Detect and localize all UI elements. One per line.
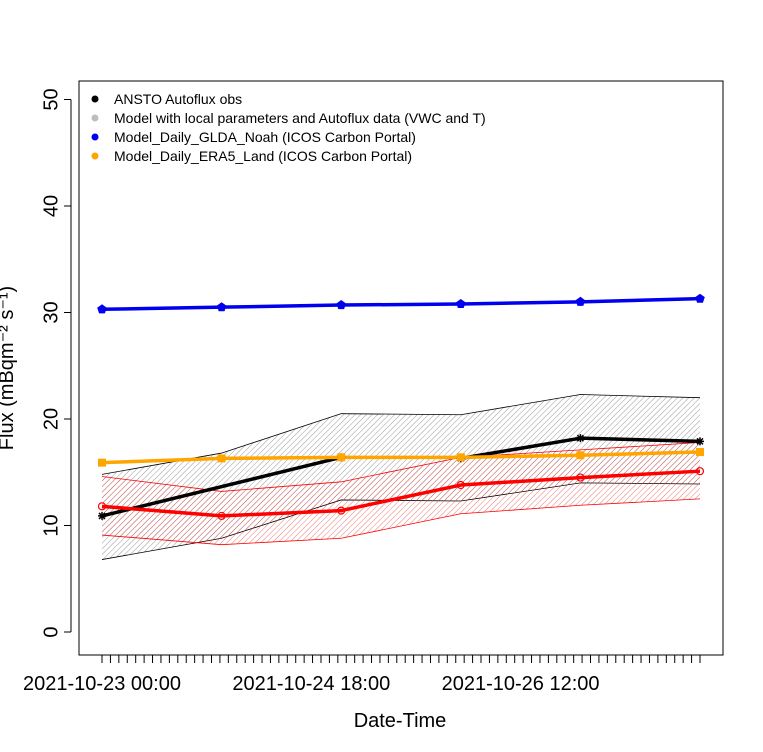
legend-marker-2 bbox=[91, 133, 99, 141]
plot-frame bbox=[78, 80, 724, 656]
legend-label-0: ANSTO Autoflux obs bbox=[114, 91, 242, 107]
marker-series-3 bbox=[217, 454, 226, 463]
marker-series-1 bbox=[217, 511, 226, 521]
series-line-3 bbox=[101, 450, 701, 465]
marker-series-3 bbox=[456, 453, 465, 462]
marker-series-1 bbox=[576, 473, 585, 482]
y-tick-label: 20 bbox=[40, 408, 62, 430]
y-tick-label: 0 bbox=[40, 626, 62, 637]
legend-label-1: Model with local parameters and Autoflux… bbox=[114, 110, 486, 126]
y-tick-label: 30 bbox=[40, 301, 62, 323]
x-axis: 2021-10-23 00:00 2021-10-24 18:00 2021-10-… bbox=[23, 655, 701, 695]
legend-label-3: Model_Daily_ERA5_Land (ICOS Carbon Porta… bbox=[114, 148, 412, 164]
marker-series-1 bbox=[97, 502, 107, 511]
legend-marker-3 bbox=[91, 152, 99, 160]
series-line-2 bbox=[101, 296, 701, 312]
legend: ANSTO Autoflux obs Model with local param… bbox=[91, 91, 486, 164]
legend-marker-1 bbox=[91, 114, 99, 122]
legend-label-2: Model_Daily_GLDA_Noah (ICOS Carbon Porta… bbox=[114, 129, 416, 145]
y-axis-label: Flux (mBqm⁻² s⁻¹) bbox=[0, 286, 18, 450]
marker-series-1 bbox=[695, 467, 705, 476]
x-axis-label: Date-Time bbox=[354, 710, 447, 732]
x-tick-label: 2021-10-23 00:00 bbox=[23, 673, 181, 695]
band-lower-1 bbox=[101, 498, 701, 546]
marker-series-2 bbox=[216, 302, 227, 312]
marker-series-3 bbox=[98, 458, 106, 467]
y-tick-label: 40 bbox=[40, 195, 62, 217]
marker-series-3 bbox=[696, 448, 704, 457]
marker-series-2 bbox=[456, 299, 466, 308]
marker-series-2 bbox=[336, 300, 346, 310]
legend-marker-0 bbox=[91, 95, 99, 103]
uncertainty-bands bbox=[101, 394, 701, 560]
series-markers bbox=[97, 293, 705, 521]
marker-series-1 bbox=[456, 480, 465, 490]
marker-series-2 bbox=[695, 293, 705, 303]
y-axis: 0 10 20 30 40 50 bbox=[40, 88, 72, 638]
marker-series-3 bbox=[337, 453, 346, 462]
y-tick-label: 50 bbox=[40, 88, 62, 110]
band-upper-0 bbox=[101, 394, 701, 475]
marker-series-0 bbox=[696, 437, 704, 446]
band-upper-1 bbox=[101, 442, 701, 492]
marker-series-0 bbox=[576, 434, 585, 443]
marker-series-0 bbox=[98, 511, 106, 520]
marker-series-2 bbox=[575, 296, 586, 306]
series-line-1 bbox=[101, 469, 701, 518]
x-tick-label: 2021-10-26 12:00 bbox=[442, 673, 600, 695]
marker-series-3 bbox=[576, 451, 585, 460]
marker-series-2 bbox=[97, 304, 107, 314]
y-tick-label: 10 bbox=[40, 514, 62, 536]
series-line-0 bbox=[101, 455, 342, 518]
marker-series-1 bbox=[337, 506, 346, 515]
x-tick-label: 2021-10-24 18:00 bbox=[232, 673, 390, 695]
band-fill-1 bbox=[102, 442, 700, 545]
